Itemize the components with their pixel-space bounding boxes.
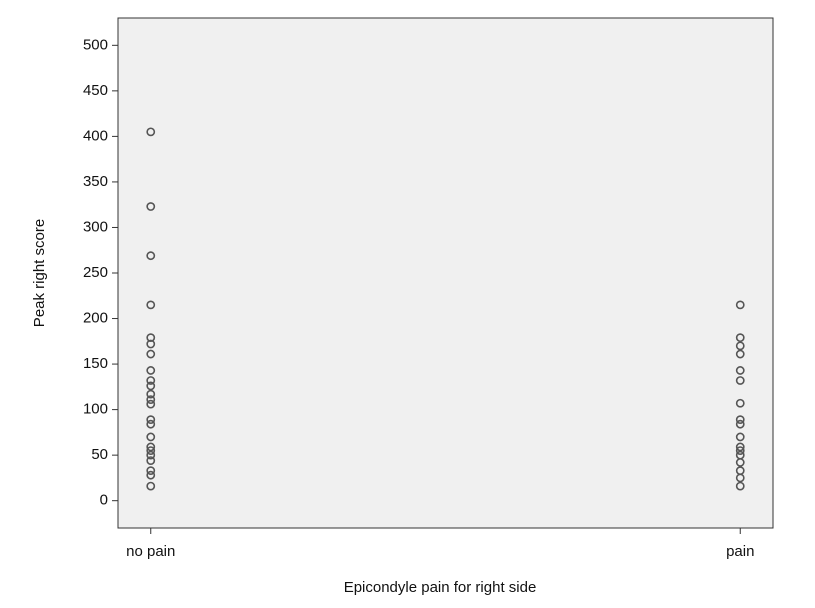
point <box>735 349 745 359</box>
point <box>735 333 745 343</box>
point <box>146 127 156 137</box>
y-tick-label: 200 <box>83 310 108 327</box>
point <box>735 473 745 483</box>
y-axis-label: Peak right score <box>31 219 48 327</box>
point <box>146 415 156 425</box>
point <box>146 389 156 399</box>
point <box>146 466 156 476</box>
y-tick-label: 150 <box>83 355 108 372</box>
point <box>146 399 156 409</box>
point <box>146 333 156 343</box>
y-tick-label: 100 <box>83 401 108 418</box>
y-tick-label: 250 <box>83 264 108 281</box>
point <box>735 398 745 408</box>
point <box>146 419 156 429</box>
y-tick-label: 350 <box>83 173 108 190</box>
point <box>735 415 745 425</box>
point <box>146 349 156 359</box>
point <box>146 300 156 310</box>
point <box>735 432 745 442</box>
point <box>146 202 156 211</box>
point <box>735 366 745 375</box>
point <box>146 470 156 480</box>
y-tick-label: 300 <box>83 218 108 235</box>
point <box>735 300 745 310</box>
point <box>146 432 156 442</box>
point <box>735 341 745 351</box>
point <box>146 251 156 261</box>
point <box>735 446 745 455</box>
point <box>146 481 156 491</box>
point <box>735 376 745 385</box>
point <box>146 339 156 349</box>
point <box>146 446 156 455</box>
point <box>735 419 745 429</box>
x-axis-label: Epicondyle pain for right side <box>344 579 537 596</box>
point <box>146 366 156 375</box>
point <box>146 381 156 391</box>
y-tick-label: 500 <box>83 36 108 53</box>
point <box>146 395 156 404</box>
point <box>735 442 745 452</box>
x-tick-label: no pain <box>126 543 175 560</box>
point <box>735 458 745 467</box>
point <box>146 450 156 460</box>
point <box>146 442 156 452</box>
point <box>735 481 745 491</box>
y-tick-label: 450 <box>83 82 108 99</box>
plot-area <box>117 17 774 529</box>
point <box>146 376 156 385</box>
y-tick-label: 0 <box>100 492 108 509</box>
y-tick-label: 50 <box>91 446 108 463</box>
x-tick-label: pain <box>726 543 754 560</box>
point <box>146 456 156 466</box>
y-tick-label: 400 <box>83 127 108 144</box>
